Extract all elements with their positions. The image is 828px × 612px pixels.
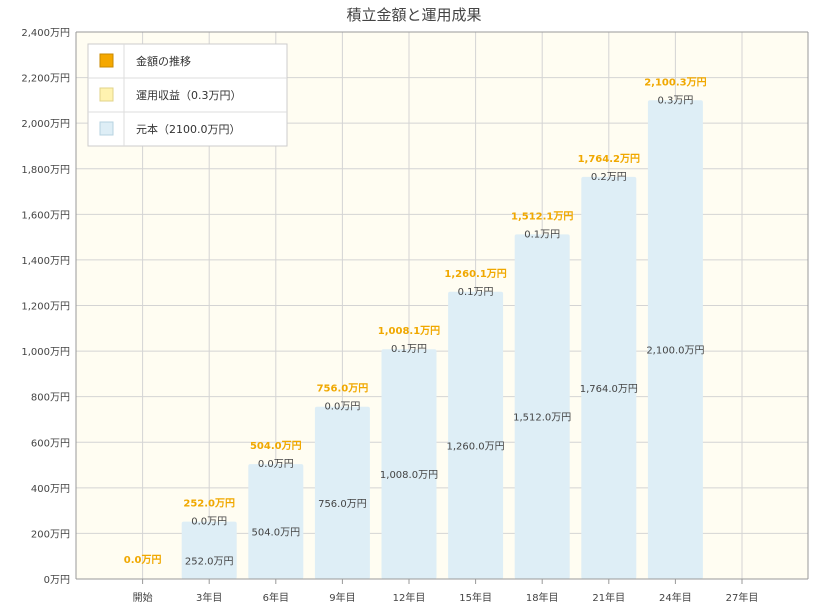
y-tick-label: 1,400万円 — [21, 256, 70, 267]
legend-box — [87, 43, 288, 147]
legend-swatch-total — [99, 53, 114, 68]
x-tick-label: 6年目 — [263, 591, 289, 604]
bar-principal — [581, 176, 637, 579]
bar-principal — [381, 349, 437, 579]
data-label-total: 504.0万円 — [250, 440, 302, 452]
data-label-principal: 1,512.0万円 — [513, 413, 571, 424]
data-label-total: 2,100.3万円 — [644, 76, 706, 88]
y-tick-label: 1,200万円 — [21, 302, 70, 313]
legend-label-principal: 元本（2100.0万円） — [136, 122, 241, 136]
x-tick-label: 21年目 — [592, 591, 625, 604]
data-label-total: 1,260.1万円 — [444, 268, 506, 280]
x-tick-label: 3年目 — [196, 591, 222, 604]
y-tick-label: 2,200万円 — [21, 74, 70, 85]
x-tick-label: 24年目 — [659, 591, 692, 604]
y-tick-label: 600万円 — [31, 438, 70, 449]
x-tick-label: 開始 — [133, 591, 153, 604]
x-tick-labels: 開始 3年目 6年目 9年目 12年目 15年目 18年目 21年目 24年目 27年目 — [133, 579, 759, 604]
data-label-principal: 504.0万円 — [251, 528, 300, 539]
bar-principal — [248, 464, 304, 579]
data-label-profit: 0.1万円 — [524, 229, 560, 240]
data-label-principal: 252.0万円 — [185, 556, 234, 567]
y-tick-label: 200万円 — [31, 529, 70, 540]
legend-label-profit: 運用収益（0.3万円） — [136, 88, 242, 102]
x-tick-label: 18年目 — [526, 591, 559, 604]
y-tick-label: 400万円 — [31, 484, 70, 495]
data-label-profit: 0.1万円 — [391, 344, 427, 355]
bars — [181, 100, 703, 580]
x-tick-label: 27年目 — [726, 591, 759, 604]
legend-swatch-principal — [99, 121, 114, 136]
legend-label-total: 金額の推移 — [136, 54, 191, 68]
x-tick-label: 12年目 — [393, 591, 426, 604]
bar-principal — [647, 100, 703, 579]
data-label-principal: 1,260.0万円 — [447, 441, 505, 452]
data-label-profit: 0.2万円 — [591, 172, 627, 183]
bar-principal — [181, 521, 237, 579]
data-label-total: 1,008.1万円 — [378, 325, 440, 337]
data-label-profit: 0.1万円 — [458, 287, 494, 298]
data-label-total: 252.0万円 — [183, 498, 235, 510]
data-label-principal: 2,100.0万円 — [646, 346, 704, 357]
y-tick-label: 1,800万円 — [21, 165, 70, 176]
data-label-total: 1,764.2万円 — [578, 153, 640, 165]
data-label-profit: 0.0万円 — [258, 459, 294, 470]
data-label-total: 756.0万円 — [317, 383, 369, 395]
data-label-total: 1,512.1万円 — [511, 210, 573, 222]
axes — [75, 31, 809, 580]
bar-principal — [448, 291, 504, 579]
y-tick-label: 0万円 — [44, 575, 70, 586]
data-label-total: 0.0万円 — [124, 554, 162, 566]
data-label-profit: 0.3万円 — [657, 95, 693, 106]
chart-title: 積立金額と運用成果 — [346, 6, 481, 24]
legend: 金額の推移 運用収益（0.3万円） 元本（2100.0万円） — [87, 43, 288, 147]
data-label-principal: 756.0万円 — [318, 499, 367, 510]
data-label-principal: 1,008.0万円 — [380, 470, 438, 481]
y-tick-label: 800万円 — [31, 393, 70, 404]
y-tick-labels: 0万円 200万円 400万円 600万円 800万円 1,000万円 1,200万円 1,4… — [21, 28, 70, 586]
x-tick-label: 9年目 — [329, 591, 355, 604]
data-label-profit: 0.0万円 — [324, 402, 360, 413]
y-tick-label: 2,000万円 — [21, 119, 70, 130]
data-label-profit: 0.0万円 — [191, 517, 227, 528]
y-tick-label: 1,000万円 — [21, 347, 70, 358]
bar-principal — [314, 406, 370, 579]
y-tick-label: 2,400万円 — [21, 28, 70, 39]
x-tick-label: 15年目 — [459, 591, 492, 604]
bar-principal — [514, 234, 570, 580]
legend-swatch-profit — [99, 87, 114, 102]
data-labels: 0.0万円 252.0万円 0.0万円 252.0万円 504.0万円 0.0万円 504.… — [124, 76, 707, 567]
y-tick-label: 1,600万円 — [21, 210, 70, 221]
data-label-principal: 1,764.0万円 — [580, 384, 638, 395]
